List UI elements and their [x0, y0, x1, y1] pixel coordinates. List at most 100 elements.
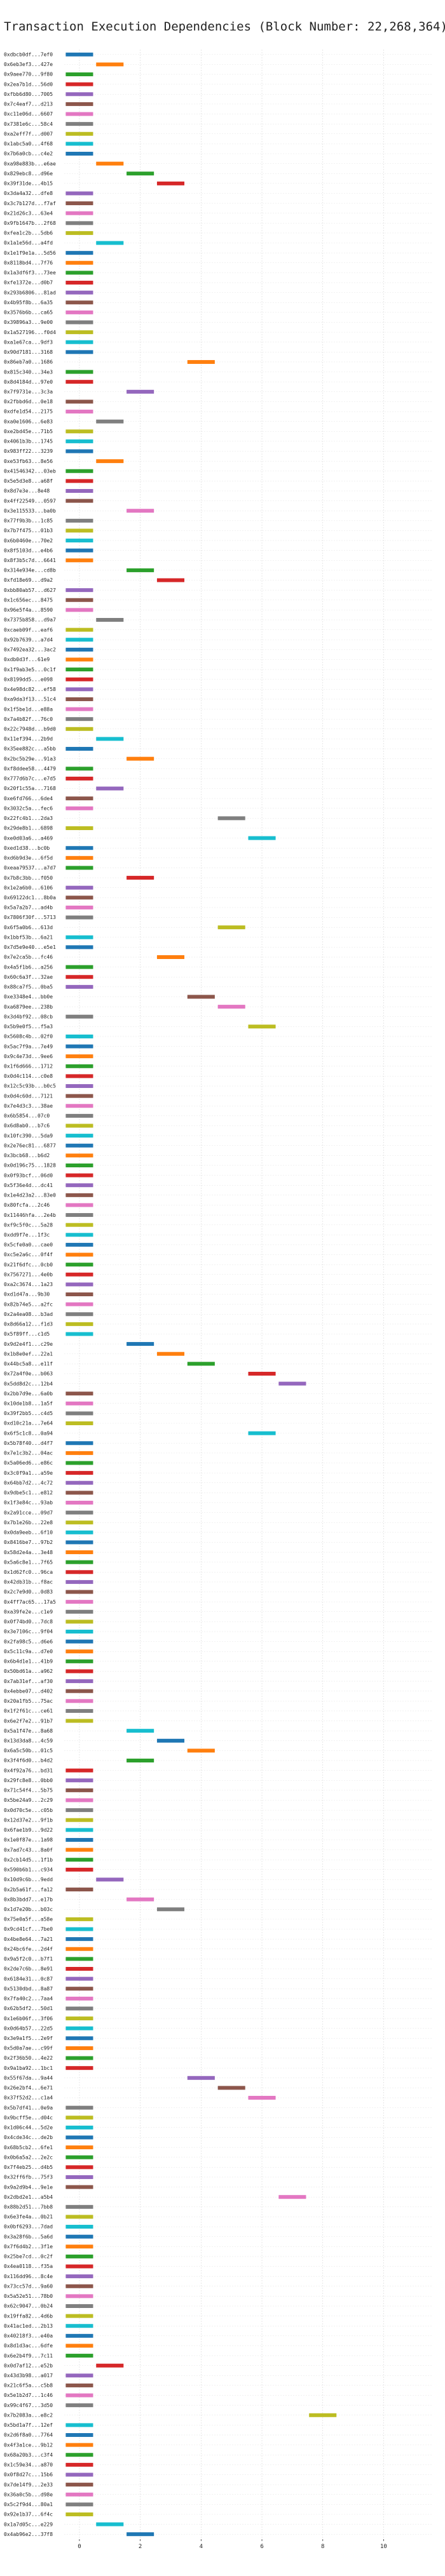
- dependency-bar: [65, 2264, 93, 2269]
- dependency-bar: [65, 2046, 93, 2050]
- tx-hash-label: 0x1f3e84c...93ab: [4, 1500, 53, 1506]
- tx-hash-label: 0x6b4d1e1...41b9: [4, 1659, 53, 1665]
- dependency-bar: [127, 568, 154, 572]
- dependency-bar: [96, 2522, 124, 2526]
- tx-hash-label: 0x4ff7ac65...17a5: [4, 1599, 56, 1605]
- tx-hash-label: 0x39896a3...9e00: [4, 319, 53, 325]
- dependency-bar: [187, 1748, 215, 1753]
- dependency-bar: [65, 518, 93, 523]
- tx-hash-label: 0x5ac7f9a...7e49: [4, 1043, 53, 1049]
- tx-hash-label: 0x5d0a7ae...c99f: [4, 2046, 53, 2051]
- tx-hash-label: 0x9a1ba92...1bc1: [4, 2065, 53, 2071]
- tx-hash-label: 0x12c5c93b...b0c5: [4, 1083, 56, 1089]
- dependency-bar: [65, 2105, 93, 2110]
- tx-hash-label: 0x0b6a5a2...2e2c: [4, 2154, 53, 2160]
- tx-hash-label: 0xdd9f7e...1f3c: [4, 1232, 50, 1238]
- dependency-bar: [65, 1947, 93, 1951]
- dependency-bar: [65, 2462, 93, 2467]
- tx-hash-label: 0xa1e67ca...9df3: [4, 339, 53, 345]
- tx-hash-label: 0x7d5e9e40...e5e1: [4, 944, 56, 950]
- dependency-bar: [65, 2185, 93, 2189]
- tx-hash-label: 0x0f8d27c...15b6: [4, 2472, 53, 2478]
- dependency-bar: [65, 1858, 93, 1862]
- tx-hash-label: 0x0da9eeb...6f10: [4, 1530, 53, 1536]
- tx-hash-label: 0x2c7e9d0...0d83: [4, 1589, 53, 1595]
- dependency-bar: [65, 1153, 93, 1158]
- tx-hash-label: 0x9d2e4f1...c29e: [4, 1341, 53, 1347]
- dependency-bar: [65, 1113, 93, 1118]
- dependency-bar: [65, 717, 93, 721]
- tx-hash-label: 0x2bb7d9e...6a0b: [4, 1391, 53, 1397]
- tx-hash-label: 0x4e98dc82...ef58: [4, 687, 56, 692]
- dependency-bar: [65, 1848, 93, 1852]
- dependency-bar: [65, 2026, 93, 2030]
- dependency-bar: [65, 1401, 93, 1405]
- dependency-bar: [65, 1620, 93, 1624]
- dependency-bar: [127, 1342, 154, 1346]
- tx-hash-label: 0x2b5a61f...fa12: [4, 1887, 53, 1893]
- dependency-bar: [65, 1966, 93, 1971]
- dependency-bar: [65, 380, 93, 384]
- tx-hash-label: 0x0d4c60d...7121: [4, 1093, 53, 1099]
- dependency-bar: [65, 2244, 93, 2249]
- tx-hash-label: 0x9a5f2c0...b7f1: [4, 1956, 53, 1962]
- dependency-bar: [65, 410, 93, 414]
- tx-hash-label: 0x2ea7b1d...56d0: [4, 81, 53, 87]
- dependency-bar: [65, 2403, 93, 2408]
- dependency-bar: [65, 2056, 93, 2060]
- dependency-bar: [65, 598, 93, 602]
- dependency-bar: [65, 1441, 93, 1446]
- tx-hash-label: 0x5b78f40...d4f7: [4, 1440, 53, 1446]
- dependency-bar: [65, 915, 93, 920]
- dependency-bar: [65, 499, 93, 503]
- tx-hash-label: 0x1d62fc0...96ca: [4, 1569, 53, 1575]
- tx-hash-label: 0x9bcff5e...d04c: [4, 2115, 53, 2121]
- dependency-bar: [65, 2512, 93, 2516]
- tx-hash-label: 0x4ea0118...f35a: [4, 2264, 53, 2269]
- dependency-bar: [65, 1937, 93, 1942]
- tx-hash-label: 0x2bc5b29e...91a3: [4, 756, 56, 761]
- tx-hash-label: 0x8118bd4...7f76: [4, 260, 53, 265]
- tx-hash-label: 0x88b2d51...7bb8: [4, 2204, 53, 2210]
- tx-hash-label: 0x4a5f1b6...a256: [4, 964, 53, 970]
- dependency-bar: [65, 1292, 93, 1296]
- tx-hash-label: 0x5b7df41...0e9a: [4, 2105, 53, 2110]
- dependency-bar: [65, 935, 93, 939]
- dependency-bar: [65, 231, 93, 235]
- tx-hash-label: 0x32ff6fb...75f3: [4, 2175, 53, 2180]
- tx-hash-label: 0x88ca7f5...0ba5: [4, 984, 53, 990]
- dependency-bar: [65, 1233, 93, 1237]
- tx-hash-label: 0x8b3bdd7...e17b: [4, 1896, 53, 1902]
- tx-hash-label: 0x86eb7a0...1686: [4, 359, 53, 365]
- dependency-bar: [65, 1560, 93, 1564]
- tx-hash-label: 0x0f93bcf...06d0: [4, 1172, 53, 1178]
- dependency-bar: [156, 1907, 185, 1912]
- dependency-bar: [156, 1352, 185, 1356]
- dependency-bar: [96, 419, 124, 424]
- tx-hash-label: 0x26e2bf4...6e71: [4, 2085, 53, 2091]
- tx-hash-label: 0x3c7b127d...f7af: [4, 201, 56, 206]
- dependency-bar: [65, 1480, 93, 1485]
- tx-hash-label: 0x4ab96e2...37f8: [4, 2532, 53, 2537]
- dependency-bar: [65, 1461, 93, 1465]
- x-tick-label: 6: [260, 2544, 263, 2550]
- dependency-bar: [65, 92, 93, 97]
- dependency-bar: [187, 995, 215, 999]
- tx-hash-label: 0x7e4d3c3...38ae: [4, 1103, 53, 1109]
- dependency-bar: [278, 1381, 306, 1386]
- dependency-bar: [65, 548, 93, 553]
- tx-hash-label: 0x8199dd5...e098: [4, 676, 53, 682]
- tx-hash-label: 0xdb0d3f...61e9: [4, 657, 50, 662]
- dependency-bar: [65, 1996, 93, 2001]
- tx-hash-label: 0xc11e06d...6607: [4, 111, 53, 117]
- tx-hash-label: 0x5a1f47e...8a68: [4, 1728, 53, 1734]
- tx-hash-label: 0xc5e2a6c...0f4f: [4, 1252, 53, 1258]
- dependency-bar: [65, 747, 93, 751]
- tx-hash-label: 0xe2bd45e...71b5: [4, 429, 53, 434]
- dependency-bar: [65, 1183, 93, 1188]
- dependency-bar: [65, 806, 93, 810]
- tx-hash-label: 0xa2c3674...1a23: [4, 1282, 53, 1287]
- tx-hash-label: 0x1e2a6b0...6106: [4, 885, 53, 890]
- dependency-bar: [65, 1322, 93, 1326]
- tx-hash-label: 0x36a0c5b...d98e: [4, 2492, 53, 2497]
